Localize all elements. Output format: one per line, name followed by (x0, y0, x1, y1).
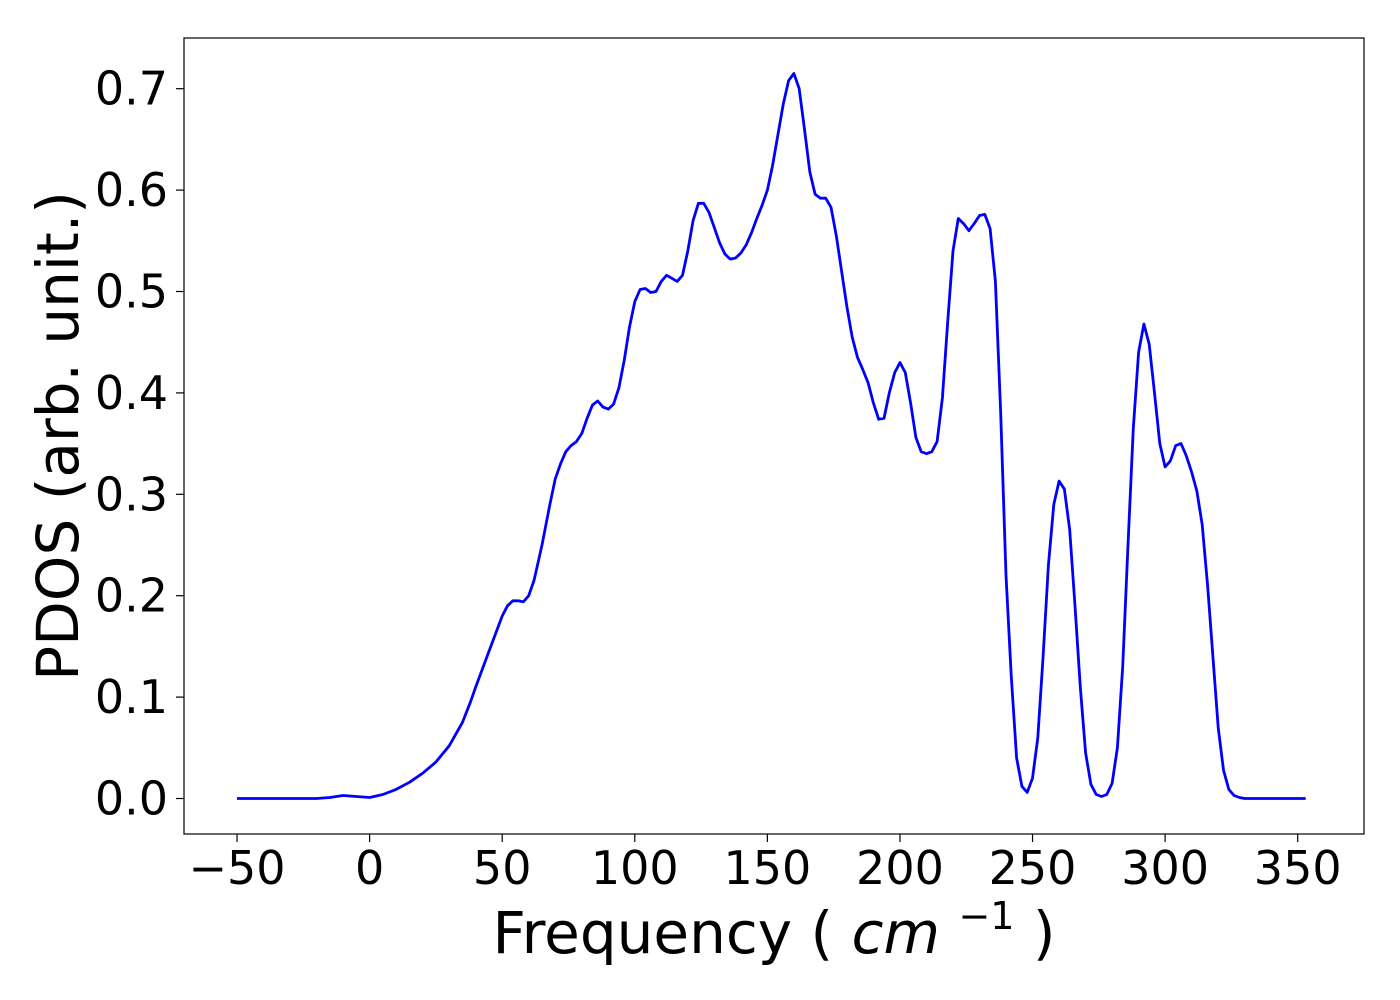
x-tick-label: 0 (355, 841, 384, 895)
x-axis-label: Frequency ( cm −1 ) (492, 875, 1055, 967)
x-tick-label: 50 (473, 841, 532, 895)
x-axis-label-text: Frequency (492, 899, 792, 967)
y-axis: 0.0 0.1 0.2 0.3 0.4 0.5 0.6 0.7 (95, 62, 184, 826)
y-axis-label: PDOS (arb. unit.) (24, 191, 92, 681)
y-tick-label: 0.6 (95, 163, 168, 217)
x-axis: −50 0 50 100 150 200 250 300 350 (188, 834, 1342, 895)
x-tick-label: 150 (723, 841, 811, 895)
y-tick-label: 0.0 (95, 772, 168, 826)
y-tick-label: 0.5 (95, 265, 168, 319)
y-tick-label: 0.7 (95, 62, 168, 116)
x-tick-label: −50 (188, 841, 285, 895)
x-axis-unit-base: cm (852, 899, 940, 967)
x-axis-unit-exp: −1 (958, 894, 1014, 938)
x-tick-label: 350 (1254, 841, 1342, 895)
y-tick-label: 0.1 (95, 670, 168, 724)
y-tick-label: 0.3 (95, 467, 168, 521)
x-tick-label: 300 (1121, 841, 1209, 895)
x-tick-label: 250 (989, 841, 1077, 895)
y-tick-label: 0.4 (95, 366, 168, 420)
plot-frame (183, 37, 1365, 835)
x-tick-label: 100 (591, 841, 679, 895)
y-tick-label: 0.2 (95, 569, 168, 623)
x-tick-label: 200 (856, 841, 944, 895)
pdos-series-line (237, 72, 1306, 800)
